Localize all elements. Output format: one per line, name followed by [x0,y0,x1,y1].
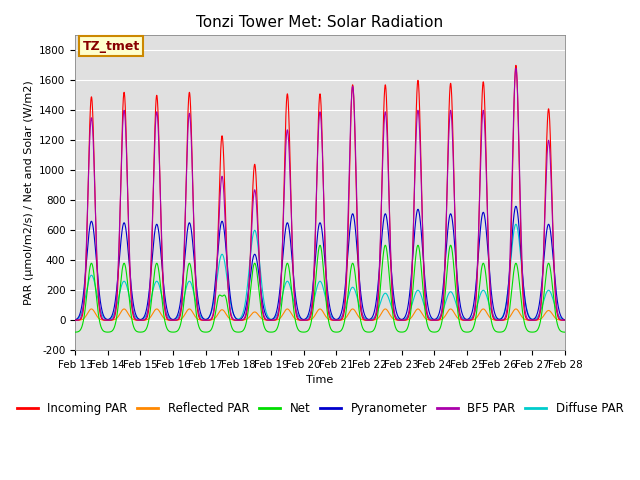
Text: TZ_tmet: TZ_tmet [83,39,140,52]
Y-axis label: PAR (μmol/m2/s) / Net and Solar (W/m2): PAR (μmol/m2/s) / Net and Solar (W/m2) [24,80,33,305]
Legend: Incoming PAR, Reflected PAR, Net, Pyranometer, BF5 PAR, Diffuse PAR: Incoming PAR, Reflected PAR, Net, Pyrano… [12,397,628,420]
X-axis label: Time: Time [307,375,333,385]
Title: Tonzi Tower Met: Solar Radiation: Tonzi Tower Met: Solar Radiation [196,15,444,30]
